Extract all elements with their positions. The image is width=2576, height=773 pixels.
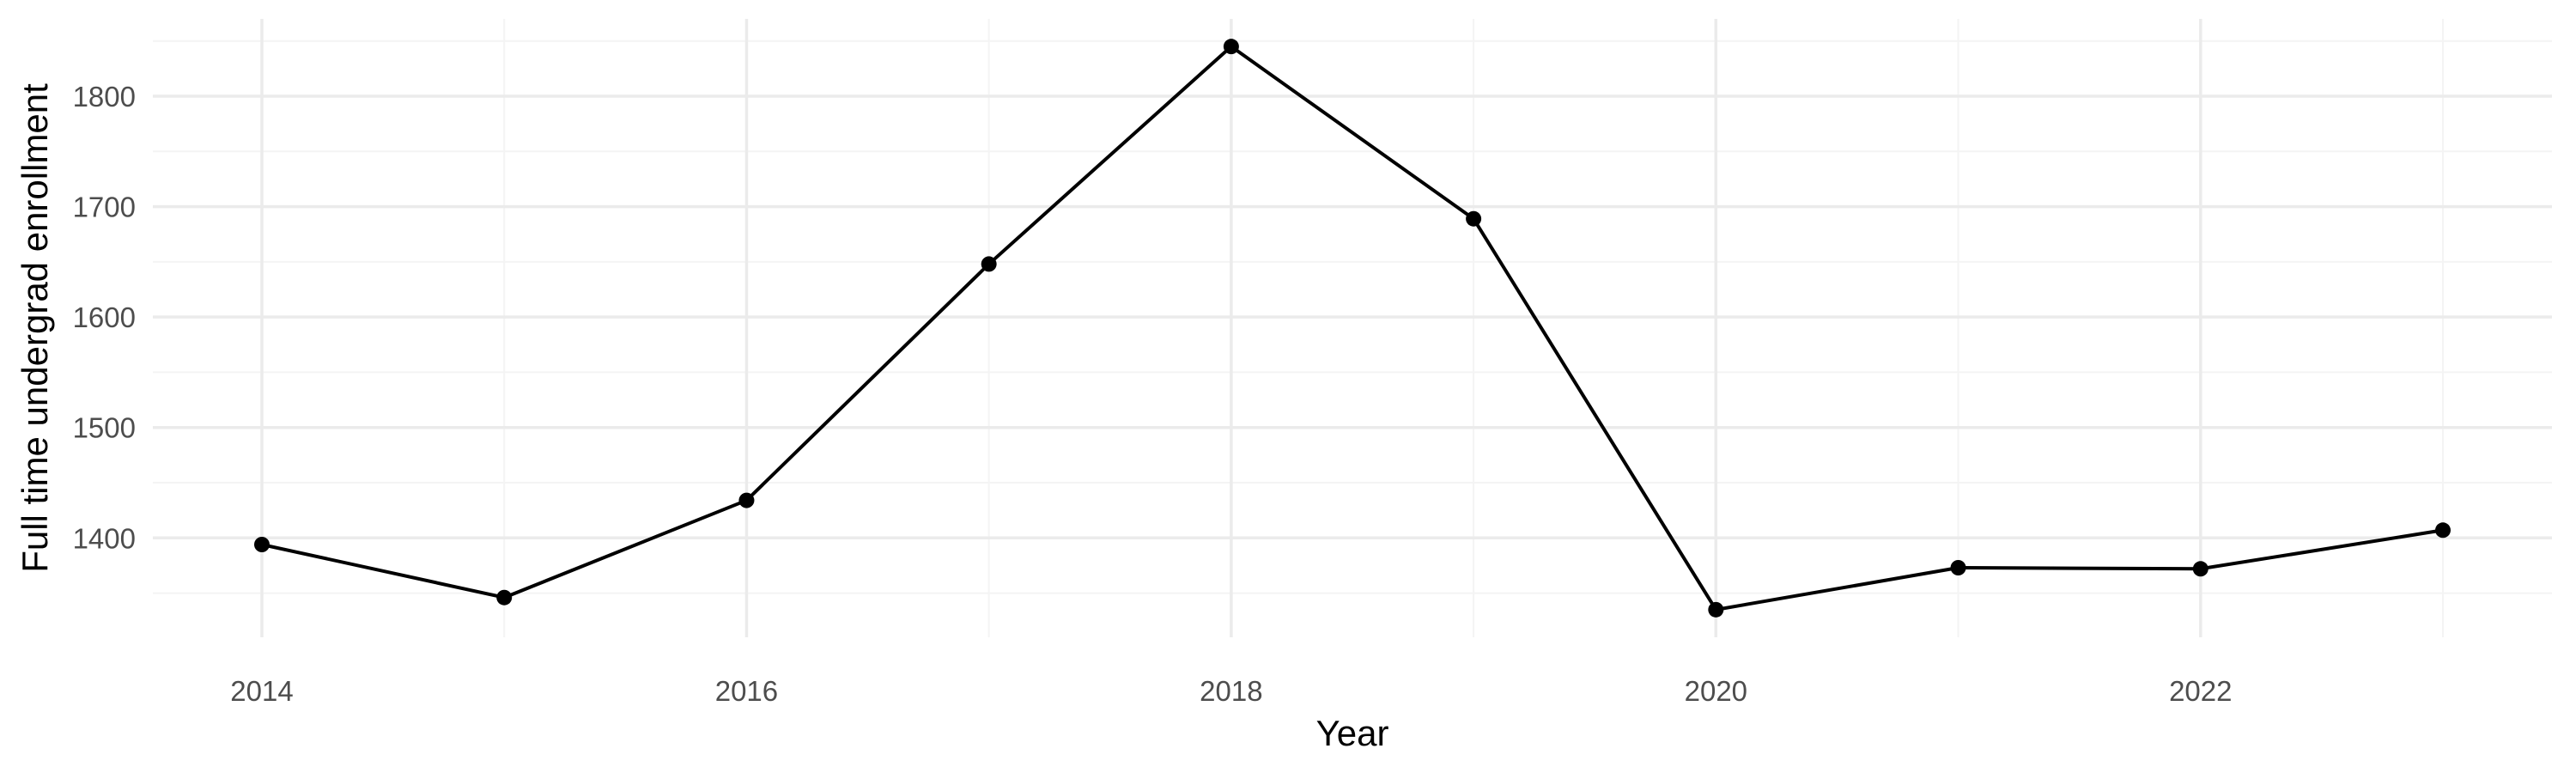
data-point <box>1466 210 1482 227</box>
y-tick-label: 1700 <box>73 192 136 223</box>
x-tick-labels: 2014 2016 2018 2020 2022 <box>230 675 2232 707</box>
data-point <box>1223 39 1239 55</box>
data-point <box>981 256 997 272</box>
x-tick-label: 2014 <box>230 675 293 707</box>
y-axis-title: Full time undergrad enrollment <box>15 83 55 573</box>
points-layer <box>254 39 2451 618</box>
series-line <box>261 45 2444 612</box>
y-tick-label: 1500 <box>73 412 136 444</box>
x-tick-label: 2020 <box>1685 675 1747 707</box>
data-point <box>1950 560 1966 575</box>
y-tick-label: 1600 <box>73 301 136 333</box>
y-tick-label: 1400 <box>73 522 136 554</box>
data-point <box>2435 522 2451 539</box>
series-layer <box>261 45 2444 612</box>
x-tick-label: 2016 <box>715 675 778 707</box>
data-point <box>496 589 513 606</box>
x-tick-label: 2018 <box>1200 675 1262 707</box>
data-point <box>254 537 270 552</box>
minor-gridlines <box>153 19 2552 637</box>
data-point <box>2192 561 2208 577</box>
data-point <box>738 492 755 508</box>
x-axis-title: Year <box>1316 713 1389 753</box>
y-tick-labels: 1400 1500 1600 1700 1800 <box>73 81 136 554</box>
data-point <box>1708 601 1724 618</box>
major-gridlines <box>153 19 2552 637</box>
y-tick-label: 1800 <box>73 81 136 113</box>
x-tick-label: 2022 <box>2169 675 2232 707</box>
